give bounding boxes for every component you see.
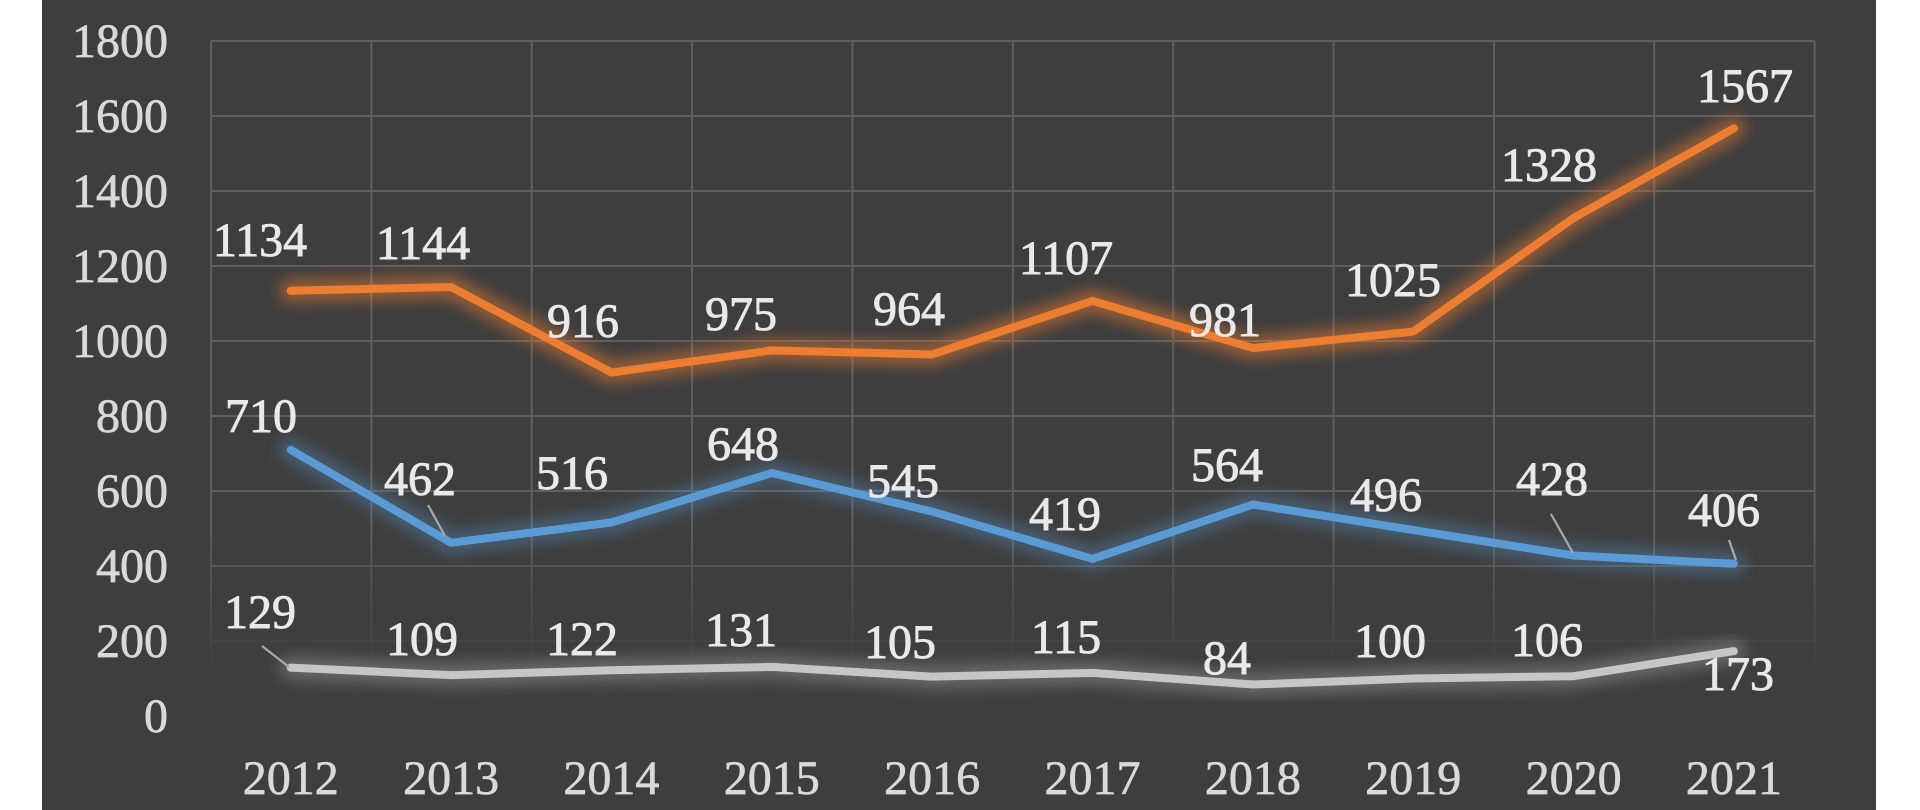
svg-text:1134: 1134: [213, 214, 307, 267]
svg-text:428: 428: [1516, 453, 1588, 506]
svg-text:2020: 2020: [1526, 752, 1622, 805]
svg-text:981: 981: [1189, 294, 1261, 347]
svg-text:545: 545: [867, 455, 939, 508]
svg-text:1025: 1025: [1345, 254, 1441, 307]
svg-text:1328: 1328: [1501, 139, 1597, 192]
svg-text:2021: 2021: [1686, 752, 1782, 805]
svg-text:2017: 2017: [1045, 752, 1141, 805]
svg-text:2013: 2013: [403, 752, 499, 805]
svg-text:916: 916: [547, 295, 619, 348]
svg-text:2015: 2015: [724, 752, 820, 805]
svg-text:106: 106: [1511, 614, 1583, 667]
svg-text:419: 419: [1029, 488, 1101, 541]
svg-text:1800: 1800: [72, 15, 168, 68]
svg-text:1107: 1107: [1019, 232, 1113, 285]
svg-text:564: 564: [1191, 439, 1263, 492]
svg-text:0: 0: [144, 690, 168, 743]
svg-text:648: 648: [707, 418, 779, 471]
svg-text:2018: 2018: [1205, 752, 1301, 805]
svg-text:2012: 2012: [243, 752, 339, 805]
svg-text:406: 406: [1688, 484, 1760, 537]
svg-text:200: 200: [96, 615, 168, 668]
svg-text:122: 122: [546, 613, 618, 666]
svg-text:600: 600: [96, 465, 168, 518]
svg-text:2014: 2014: [563, 752, 659, 805]
svg-text:975: 975: [705, 288, 777, 341]
svg-text:400: 400: [96, 540, 168, 593]
svg-text:2019: 2019: [1365, 752, 1461, 805]
svg-text:100: 100: [1354, 615, 1426, 668]
svg-text:1600: 1600: [72, 90, 168, 143]
svg-text:2016: 2016: [884, 752, 980, 805]
svg-text:1200: 1200: [72, 240, 168, 293]
svg-text:173: 173: [1702, 648, 1774, 701]
svg-text:496: 496: [1350, 469, 1422, 522]
svg-text:516: 516: [536, 447, 608, 500]
svg-text:131: 131: [705, 604, 777, 657]
svg-text:105: 105: [864, 616, 936, 669]
svg-text:1400: 1400: [72, 165, 168, 218]
svg-text:462: 462: [384, 453, 456, 506]
svg-text:710: 710: [225, 390, 297, 443]
svg-text:964: 964: [873, 283, 945, 336]
svg-text:84: 84: [1203, 632, 1251, 685]
svg-text:1144: 1144: [376, 217, 470, 270]
svg-text:1567: 1567: [1697, 60, 1793, 113]
svg-text:1000: 1000: [72, 315, 168, 368]
svg-text:800: 800: [96, 390, 168, 443]
svg-text:129: 129: [224, 586, 296, 639]
svg-text:109: 109: [386, 613, 458, 666]
svg-text:115: 115: [1031, 611, 1101, 664]
